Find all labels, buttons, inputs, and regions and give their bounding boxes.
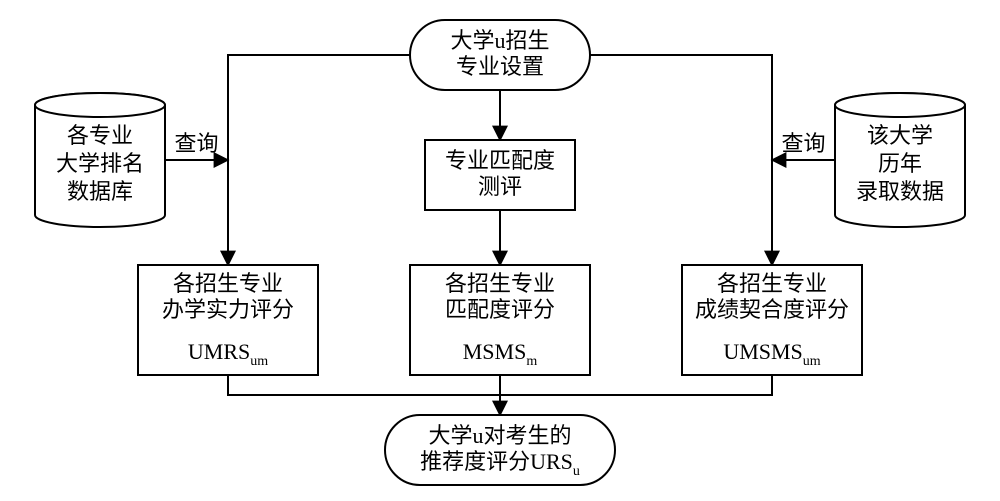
svg-text:各招生专业: 各招生专业 bbox=[717, 271, 827, 296]
svg-text:匹配度评分: 匹配度评分 bbox=[445, 297, 555, 322]
svg-text:查询: 查询 bbox=[174, 131, 218, 156]
svg-text:大学u招生: 大学u招生 bbox=[450, 28, 549, 53]
svg-text:大学排名: 大学排名 bbox=[56, 151, 144, 176]
svg-text:各招生专业: 各招生专业 bbox=[445, 271, 555, 296]
svg-text:专业匹配度: 专业匹配度 bbox=[445, 148, 555, 173]
svg-text:大学u对考生的: 大学u对考生的 bbox=[428, 423, 571, 448]
svg-text:各专业: 各专业 bbox=[67, 123, 133, 148]
svg-text:专业设置: 专业设置 bbox=[456, 54, 544, 79]
svg-text:办学实力评分: 办学实力评分 bbox=[162, 297, 294, 322]
svg-text:测评: 测评 bbox=[478, 174, 522, 199]
svg-text:数据库: 数据库 bbox=[67, 179, 133, 204]
svg-text:查询: 查询 bbox=[781, 131, 825, 156]
svg-text:各招生专业: 各招生专业 bbox=[173, 271, 283, 296]
svg-text:历年: 历年 bbox=[878, 151, 922, 176]
svg-text:录取数据: 录取数据 bbox=[856, 179, 944, 204]
svg-text:成绩契合度评分: 成绩契合度评分 bbox=[695, 297, 849, 322]
svg-text:该大学: 该大学 bbox=[867, 123, 933, 148]
